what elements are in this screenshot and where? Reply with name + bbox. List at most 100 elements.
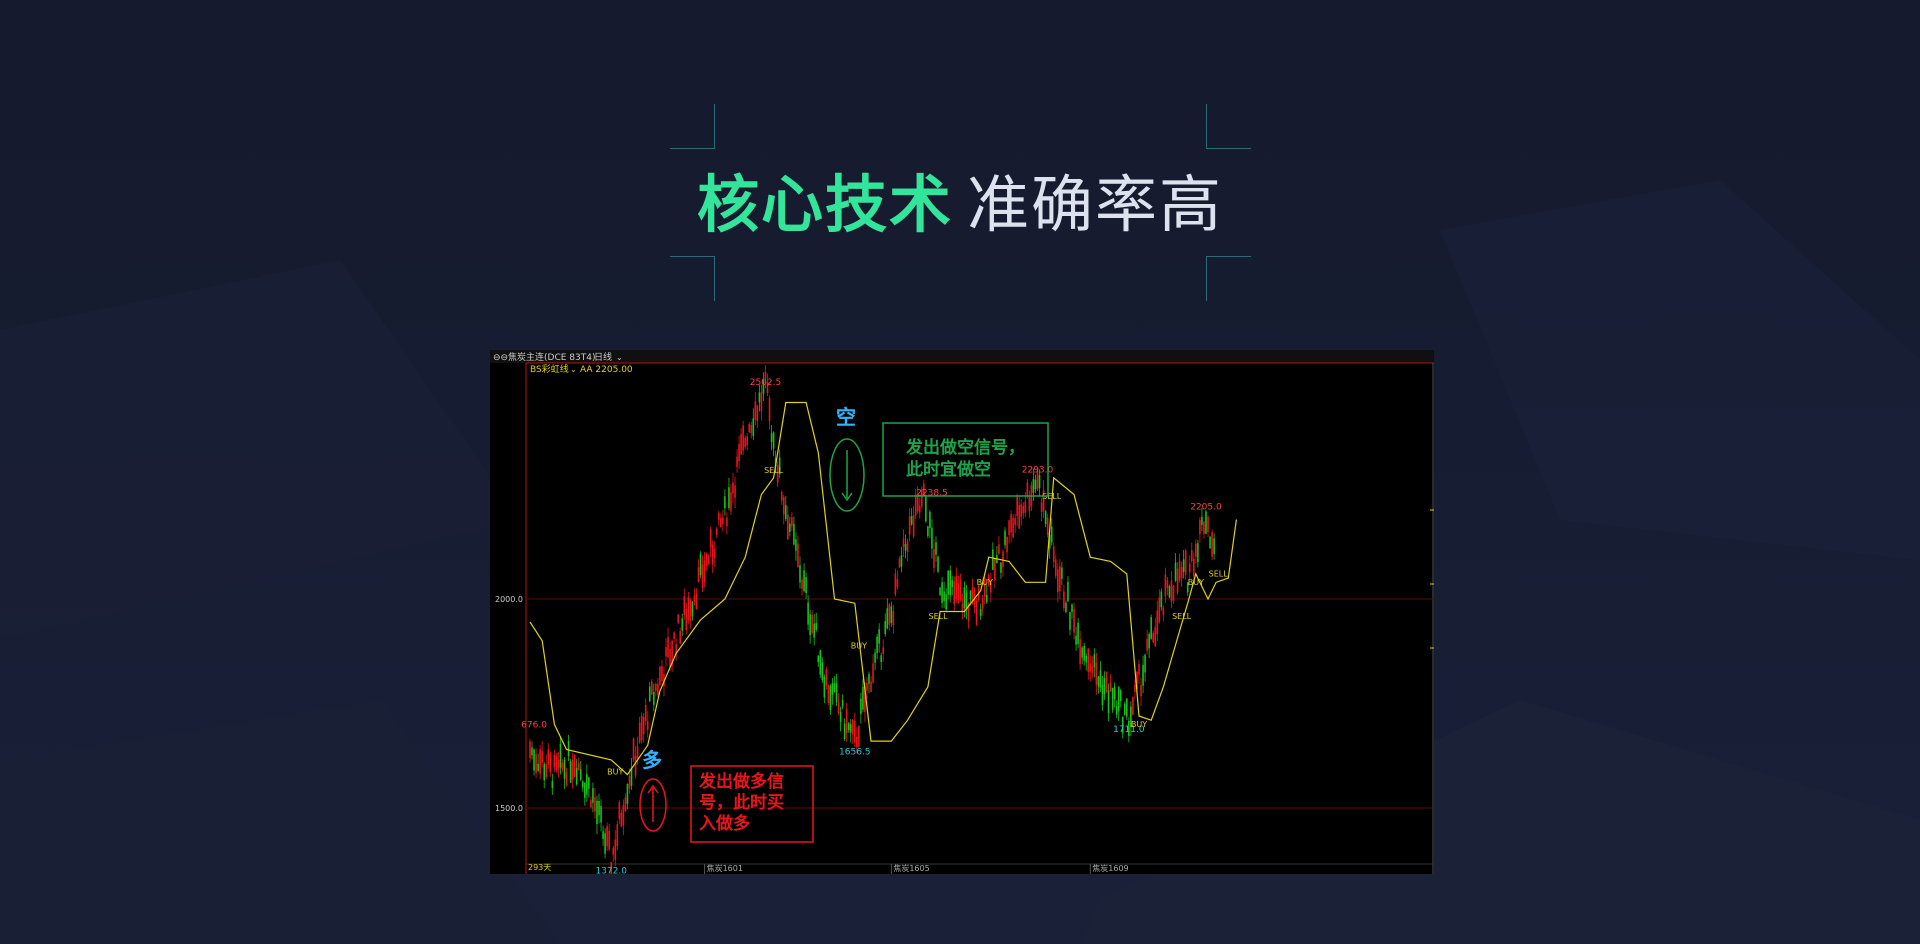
candle-body <box>963 587 966 608</box>
candle-body <box>598 801 600 816</box>
candle-body <box>681 618 684 631</box>
candle-body <box>720 518 722 527</box>
candle-body <box>776 464 779 483</box>
candle-body <box>1213 538 1215 555</box>
candle-body <box>880 655 882 663</box>
page-headline: 核心技术 准确率高 <box>0 160 1920 250</box>
candle-body <box>825 669 828 686</box>
long-box-line-2: 号，此时买 <box>699 792 784 813</box>
candle-body <box>1146 638 1148 651</box>
candle-body <box>898 558 901 568</box>
candle-body <box>1054 559 1057 576</box>
price-label: 2502.5 <box>750 378 782 388</box>
candle-body <box>675 644 677 656</box>
candle-body <box>908 516 911 535</box>
indicator-chevron-icon[interactable]: ⌄ <box>570 365 577 374</box>
candle-body <box>579 769 582 780</box>
candle-body <box>616 824 619 847</box>
candle-body <box>1160 591 1163 608</box>
candle-body <box>833 683 836 692</box>
x-tick-label: 焦炭1605 <box>893 863 929 873</box>
candle-body <box>590 799 592 808</box>
candle-body <box>1142 664 1144 686</box>
candle-body <box>620 812 623 827</box>
candle-body <box>795 539 797 551</box>
candle-body <box>634 755 637 776</box>
candle-body <box>567 741 570 756</box>
candle-body <box>573 754 576 777</box>
candle-body <box>866 682 868 691</box>
candle-body <box>545 764 548 777</box>
headline-corner-bottom-left <box>670 256 715 301</box>
candle-body <box>1188 563 1191 573</box>
candle-body <box>1022 505 1025 514</box>
candle-body <box>758 392 761 403</box>
candle-body <box>856 736 858 748</box>
candle-body <box>900 555 903 567</box>
candle-body <box>724 496 726 509</box>
candle-body <box>916 495 919 512</box>
period-chevron-icon[interactable]: ⌄ <box>616 353 623 362</box>
y-tick-label: 2000.0 <box>495 595 523 604</box>
candle-body <box>638 722 641 743</box>
candle-body <box>858 725 860 747</box>
candle-body <box>655 684 657 692</box>
candle-body <box>998 544 1000 554</box>
candle-body <box>1111 687 1114 710</box>
candle-body <box>740 434 742 455</box>
candle-body <box>1121 716 1124 734</box>
candle-body <box>1101 685 1104 706</box>
candle-body <box>835 683 838 703</box>
candle-body <box>1012 517 1014 538</box>
candle-body <box>789 523 791 533</box>
candle-body <box>845 709 848 734</box>
candle-body <box>872 663 874 683</box>
candle-body <box>983 578 986 597</box>
candle-body <box>586 774 588 795</box>
candle-body <box>1018 504 1021 529</box>
candle-body <box>851 720 854 735</box>
candle-body <box>918 505 921 513</box>
candle-body <box>1061 567 1063 579</box>
candle-body <box>780 492 783 501</box>
candle-body <box>829 685 832 711</box>
y-tick-label: 1500.0 <box>495 804 523 813</box>
candle-body <box>1193 559 1195 576</box>
candle-body <box>1099 670 1102 688</box>
candle-body <box>896 578 899 588</box>
sell-signal-label: SELL <box>929 612 949 621</box>
candle-body <box>543 763 546 781</box>
candle-body <box>577 762 580 770</box>
candle-body <box>600 805 602 823</box>
candle-body <box>571 759 574 780</box>
candle-body <box>890 606 893 623</box>
candle-body <box>606 826 608 847</box>
x-tick-label: 焦炭1609 <box>1092 863 1128 873</box>
instrument-label[interactable]: 焦炭主连(DCE 83T4) <box>508 351 595 363</box>
indicator-label[interactable]: BS彩虹线 <box>530 363 569 375</box>
candle-body <box>1203 521 1205 534</box>
candle-body <box>555 755 558 771</box>
candle-body <box>945 594 947 610</box>
candle-body <box>610 862 612 874</box>
candle-body <box>782 497 785 515</box>
sell-signal-label: SELL <box>1172 612 1192 621</box>
candle-body <box>531 747 533 756</box>
candle-body <box>878 629 880 644</box>
candle-body <box>876 636 878 653</box>
long-char: 多 <box>642 748 662 772</box>
candle-body <box>1038 475 1041 489</box>
period-selector[interactable]: 日线 <box>594 351 612 363</box>
candle-body <box>1006 536 1008 553</box>
candle-body <box>1201 516 1203 526</box>
candle-body <box>693 595 696 603</box>
candle-body <box>1176 568 1179 593</box>
candle-body <box>636 746 639 759</box>
candle-body <box>947 570 949 595</box>
candle-body <box>1034 479 1037 490</box>
short-signal-box <box>882 422 1049 497</box>
candle-body <box>1113 686 1116 700</box>
candle-body <box>1105 671 1108 692</box>
candle-body <box>1170 580 1173 602</box>
candle-body <box>559 743 562 768</box>
